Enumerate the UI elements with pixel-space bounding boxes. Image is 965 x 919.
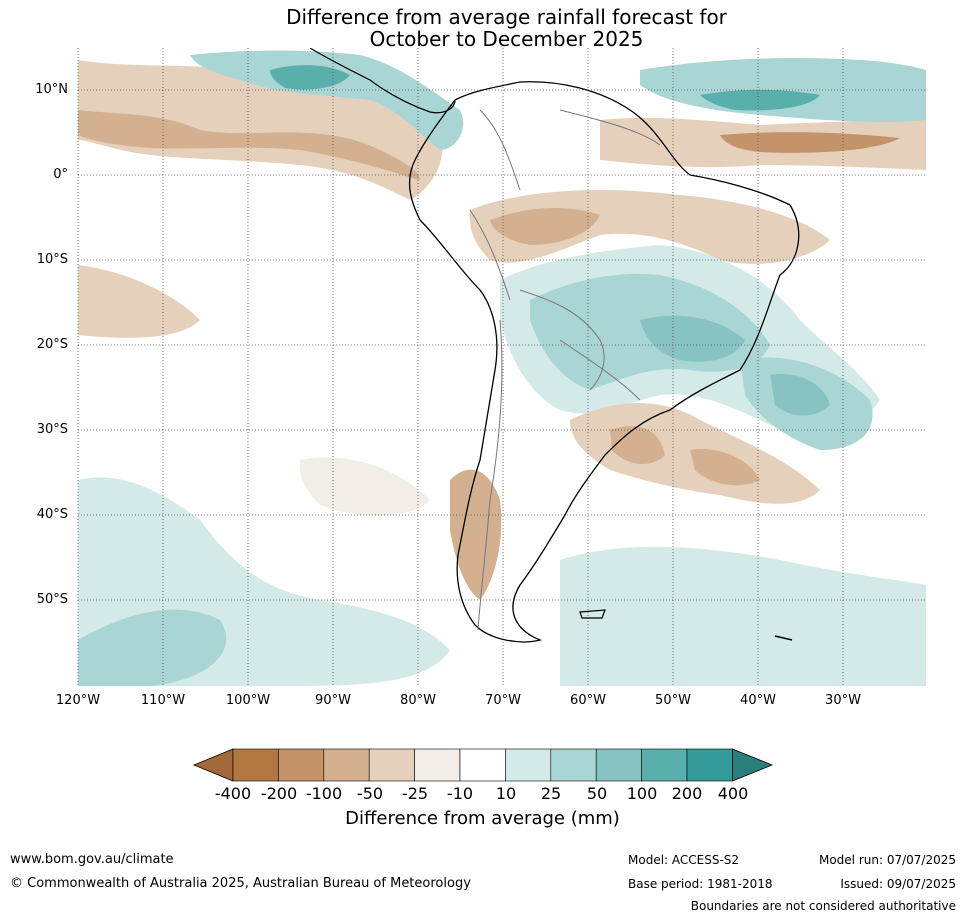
footer-model: Model: ACCESS-S2 [628, 853, 740, 867]
footer-base-period: Base period: 1981-2018 [628, 877, 773, 891]
contour-dry-amazon-core [490, 208, 600, 245]
boundary-guianas [559, 109, 661, 146]
boundary-bolivia [519, 289, 605, 391]
lat-label-0: 0° [53, 167, 68, 182]
south-georgia [774, 635, 793, 641]
colorbar-swatch [414, 748, 461, 782]
colorbar-swatch [595, 748, 642, 782]
cb-tick-label: -10 [446, 784, 474, 803]
footer-model-run: Model run: 07/07/2025 [818, 853, 956, 867]
lon-label-50w: 50°W [655, 693, 691, 708]
contour-dry-mid-atlantic [299, 457, 430, 516]
contour-wet-brazil-core [640, 315, 745, 362]
colorbar-swatch [459, 748, 506, 782]
map-title-line-2: October to December 2025 [369, 27, 644, 51]
colorbar-swatches [192, 748, 774, 782]
falkland-islands [579, 609, 606, 619]
cb-tick-label: -50 [356, 784, 384, 803]
contour-wet-south-atlantic-core [770, 374, 830, 416]
footer-disclaimer: Boundaries are not considered authoritat… [690, 899, 956, 913]
colorbar-swatch [686, 748, 733, 782]
contour-wet-caribbean [190, 50, 464, 150]
colorbar-swatch [278, 748, 325, 782]
lon-label-110w: 110°W [140, 693, 186, 708]
colorbar-swatch [505, 748, 552, 782]
lon-label-100w: 100°W [225, 693, 271, 708]
contour-dry-atlantic-core [720, 132, 900, 153]
contour-wet-south-pacific-core [78, 609, 227, 686]
cb-tick-label: 10 [495, 784, 517, 803]
colorbar-swatch [368, 748, 415, 782]
lat-label-40s: 40°S [36, 507, 68, 522]
lon-label-120w: 120°W [55, 693, 101, 708]
boundary-peru-brazil [469, 209, 511, 301]
contour-dry-subtropical-pacific [78, 265, 200, 338]
cb-tick-label: 25 [540, 784, 562, 803]
lon-label-40w: 40°W [740, 693, 776, 708]
cb-tick-label: -200 [260, 784, 298, 803]
colorbar-swatch [641, 748, 688, 782]
cb-tick-label: -100 [305, 784, 343, 803]
contour-dry-uruguay-core [610, 426, 665, 465]
colorbar-swatch [550, 748, 597, 782]
contour-dry-east-pacific-core [78, 110, 420, 180]
cb-tick-label: 400 [717, 784, 749, 803]
contour-dry-patagonia [450, 469, 502, 600]
lat-label-30s: 30°S [36, 422, 68, 437]
map-title-line-1: Difference from average rainfall forecas… [286, 5, 727, 29]
coastline [309, 48, 800, 643]
cb-tick-label: 100 [626, 784, 658, 803]
boundary-brazil-paraguay [559, 339, 641, 401]
lon-label-30w: 30°W [825, 693, 861, 708]
footer-copyright: © Commonwealth of Australia 2025, Austra… [10, 876, 471, 891]
lon-label-70w: 70°W [485, 693, 521, 708]
boundary-argentina-chile [477, 319, 503, 631]
boundary-colombia-venezuela [479, 109, 521, 191]
contour-wet-caribbean-core [270, 65, 350, 90]
lat-label-10s: 10°S [36, 252, 68, 267]
colorbar-arrow-high [732, 748, 774, 782]
lat-label-50s: 50°S [36, 592, 68, 607]
south-america-outline [408, 81, 800, 643]
lon-label-80w: 80°W [400, 693, 436, 708]
colorbar-arrow-low [192, 748, 234, 782]
cb-tick-label: -25 [401, 784, 429, 803]
lon-label-90w: 90°W [315, 693, 351, 708]
contour-wet-south-atlantic-lower [560, 546, 926, 686]
country-boundaries [469, 109, 661, 631]
lat-label-20s: 20°S [36, 337, 68, 352]
anomaly-contours [78, 50, 926, 686]
contour-dry-uruguay-core-2 [690, 449, 760, 486]
contour-wet-north-atlantic-core [700, 89, 820, 111]
lon-label-60w: 60°W [570, 693, 606, 708]
central-america-outline [309, 48, 456, 114]
cb-tick-label: 200 [671, 784, 703, 803]
lat-label-10n: 10°N [35, 82, 68, 97]
colorbar-swatch [232, 748, 279, 782]
footer-issued: Issued: 09/07/2025 [840, 877, 956, 891]
colorbar-swatch [323, 748, 370, 782]
cb-tick-label: -400 [214, 784, 252, 803]
footer-website: www.bom.gov.au/climate [10, 852, 174, 867]
colorbar-title: Difference from average (mm) [345, 808, 620, 829]
graticule [77, 48, 926, 686]
cb-tick-label: 50 [586, 784, 608, 803]
